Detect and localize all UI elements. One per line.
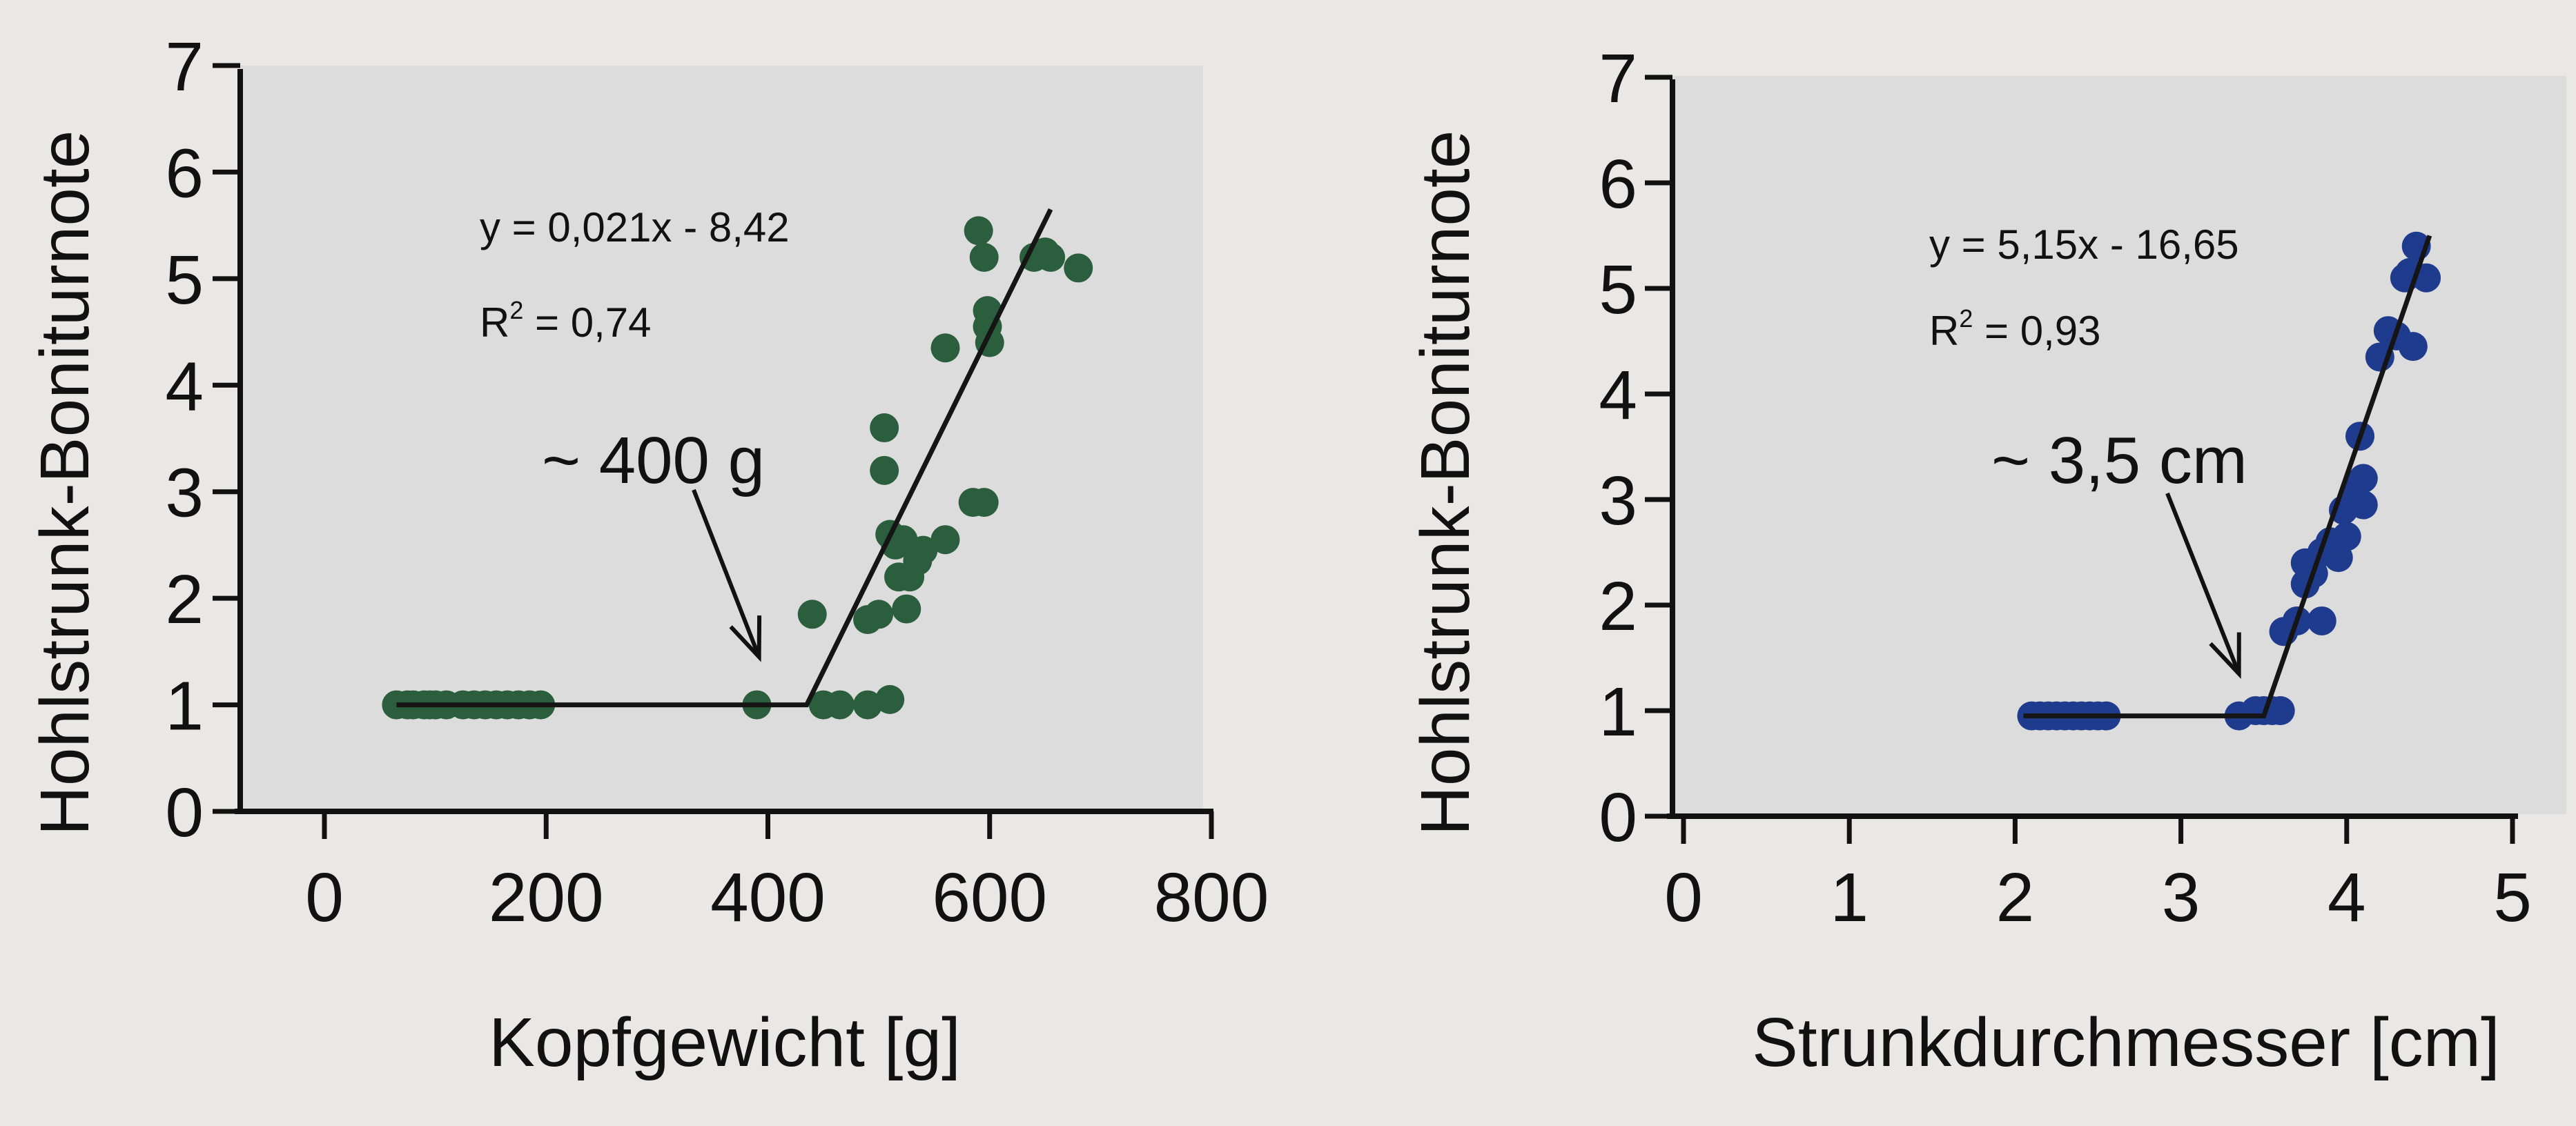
data-point [2348, 464, 2378, 493]
data-point [930, 333, 960, 363]
data-point [964, 216, 993, 246]
data-point [797, 600, 827, 629]
data-point [1064, 253, 1093, 283]
y-axis-label: Hohlstrunk-Boniturnote [26, 130, 104, 836]
fit-line [2023, 235, 2432, 719]
data-points [382, 216, 1093, 720]
x-tick-label: 1 [1830, 859, 1868, 936]
x-ticks: 0 1 2 3 4 5 [1664, 816, 2532, 936]
data-point [892, 594, 921, 624]
y-tick-label: 7 [1599, 40, 1637, 117]
y-tick-label: 4 [165, 348, 204, 425]
data-point [870, 413, 899, 443]
x-tick-label: 600 [932, 859, 1047, 936]
y-ticks: 0 1 2 3 4 5 6 7 [165, 28, 240, 851]
r-squared-label: R2 = 0,74 [480, 296, 652, 346]
x-ticks: 0 200 400 600 800 [305, 811, 1269, 936]
y-axis-label: Hohlstrunk-Boniturnote [1407, 130, 1484, 836]
x-tick-label: 0 [1664, 859, 1703, 936]
x-tick-label: 3 [2162, 859, 2201, 936]
y-tick-label: 0 [165, 774, 204, 851]
y-tick-label: 3 [165, 455, 204, 532]
data-point [1036, 242, 1066, 272]
data-point [2332, 522, 2361, 551]
x-tick-label: 4 [2328, 859, 2366, 936]
x-tick-label: 800 [1154, 859, 1269, 936]
arrow-head [729, 615, 762, 662]
fit-line [396, 208, 1053, 708]
regression-equation: y = 0,021x - 8,42 [480, 204, 790, 250]
y-tick-label: 5 [1599, 251, 1637, 328]
y-tick-label: 3 [1599, 462, 1637, 540]
data-point [864, 600, 894, 629]
data-point [930, 525, 960, 555]
y-tick-label: 1 [1599, 673, 1637, 751]
arrow-shaft [692, 488, 761, 658]
annotation-arrow [2165, 492, 2241, 679]
threshold-annotation: ~ 3,5 cm [1991, 424, 2247, 497]
arrow-head [2209, 632, 2241, 679]
data-point [969, 488, 999, 517]
data-point [2265, 696, 2295, 725]
y-tick-label: 7 [165, 28, 204, 106]
x-tick-label: 2 [1996, 859, 2035, 936]
chart-kopfgewicht: 0 1 2 3 4 5 6 7 0 200 400 600 800 y = 0,021x - 8,42… [26, 28, 1269, 1081]
chart-strunkdurchmesser: 0 1 2 3 4 5 6 7 0 1 2 3 4 5 y = 5,15x - 16,65 R2 = 0… [1407, 40, 2566, 1081]
y-tick-label: 4 [1599, 357, 1637, 434]
y-ticks: 0 1 2 3 4 5 6 7 [1599, 40, 1672, 856]
y-tick-label: 2 [1599, 568, 1637, 645]
r-squared-label: R2 = 0,93 [1929, 304, 2101, 354]
plot-background [240, 66, 1203, 811]
x-axis-label: Strunkdurchmesser [cm] [1752, 1004, 2500, 1081]
x-tick-label: 400 [710, 859, 826, 936]
data-point [825, 690, 855, 720]
x-tick-label: 5 [2493, 859, 2532, 936]
y-tick-label: 6 [1599, 146, 1637, 223]
x-tick-label: 0 [305, 859, 344, 936]
threshold-annotation: ~ 400 g [542, 424, 765, 497]
y-tick-label: 2 [165, 561, 204, 638]
data-point [875, 684, 905, 714]
data-point [2348, 490, 2378, 520]
x-tick-label: 200 [489, 859, 604, 936]
arrow-shaft [2165, 492, 2241, 675]
y-tick-label: 0 [1599, 779, 1637, 856]
data-point [2307, 606, 2336, 635]
y-tick-label: 1 [165, 668, 204, 745]
data-point [2398, 332, 2428, 362]
data-point [908, 535, 938, 565]
annotation-arrow [692, 488, 762, 662]
data-point [853, 690, 883, 720]
y-tick-label: 5 [165, 241, 204, 319]
regression-equation: y = 5,15x - 16,65 [1929, 221, 2239, 268]
data-point [870, 455, 899, 485]
y-tick-label: 6 [165, 135, 204, 212]
plot-background [1672, 76, 2566, 814]
x-axis-label: Kopfgewicht [g] [489, 1004, 961, 1081]
data-point [969, 242, 999, 272]
